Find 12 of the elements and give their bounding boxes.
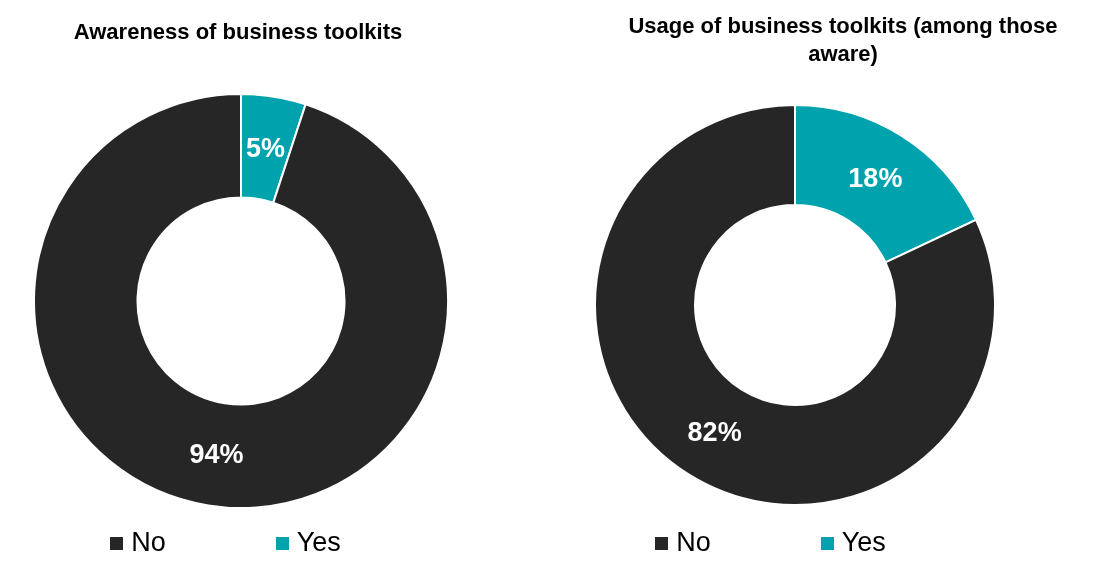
data-label: 18% [848, 163, 903, 194]
donut-slice [33, 93, 449, 509]
chart-title: Awareness of business toolkits [73, 18, 403, 46]
legend-label: Yes [296, 527, 341, 557]
data-label: 5% [246, 132, 286, 163]
legend-label: Yes [841, 527, 886, 557]
data-label: 94% [189, 439, 244, 470]
legend-label: No [131, 527, 166, 557]
data-label: 82% [687, 416, 742, 447]
legend-label: No [676, 527, 711, 557]
donut-slice [594, 104, 996, 506]
chart-title: Usage of business toolkits (among those aware) [627, 12, 1059, 68]
